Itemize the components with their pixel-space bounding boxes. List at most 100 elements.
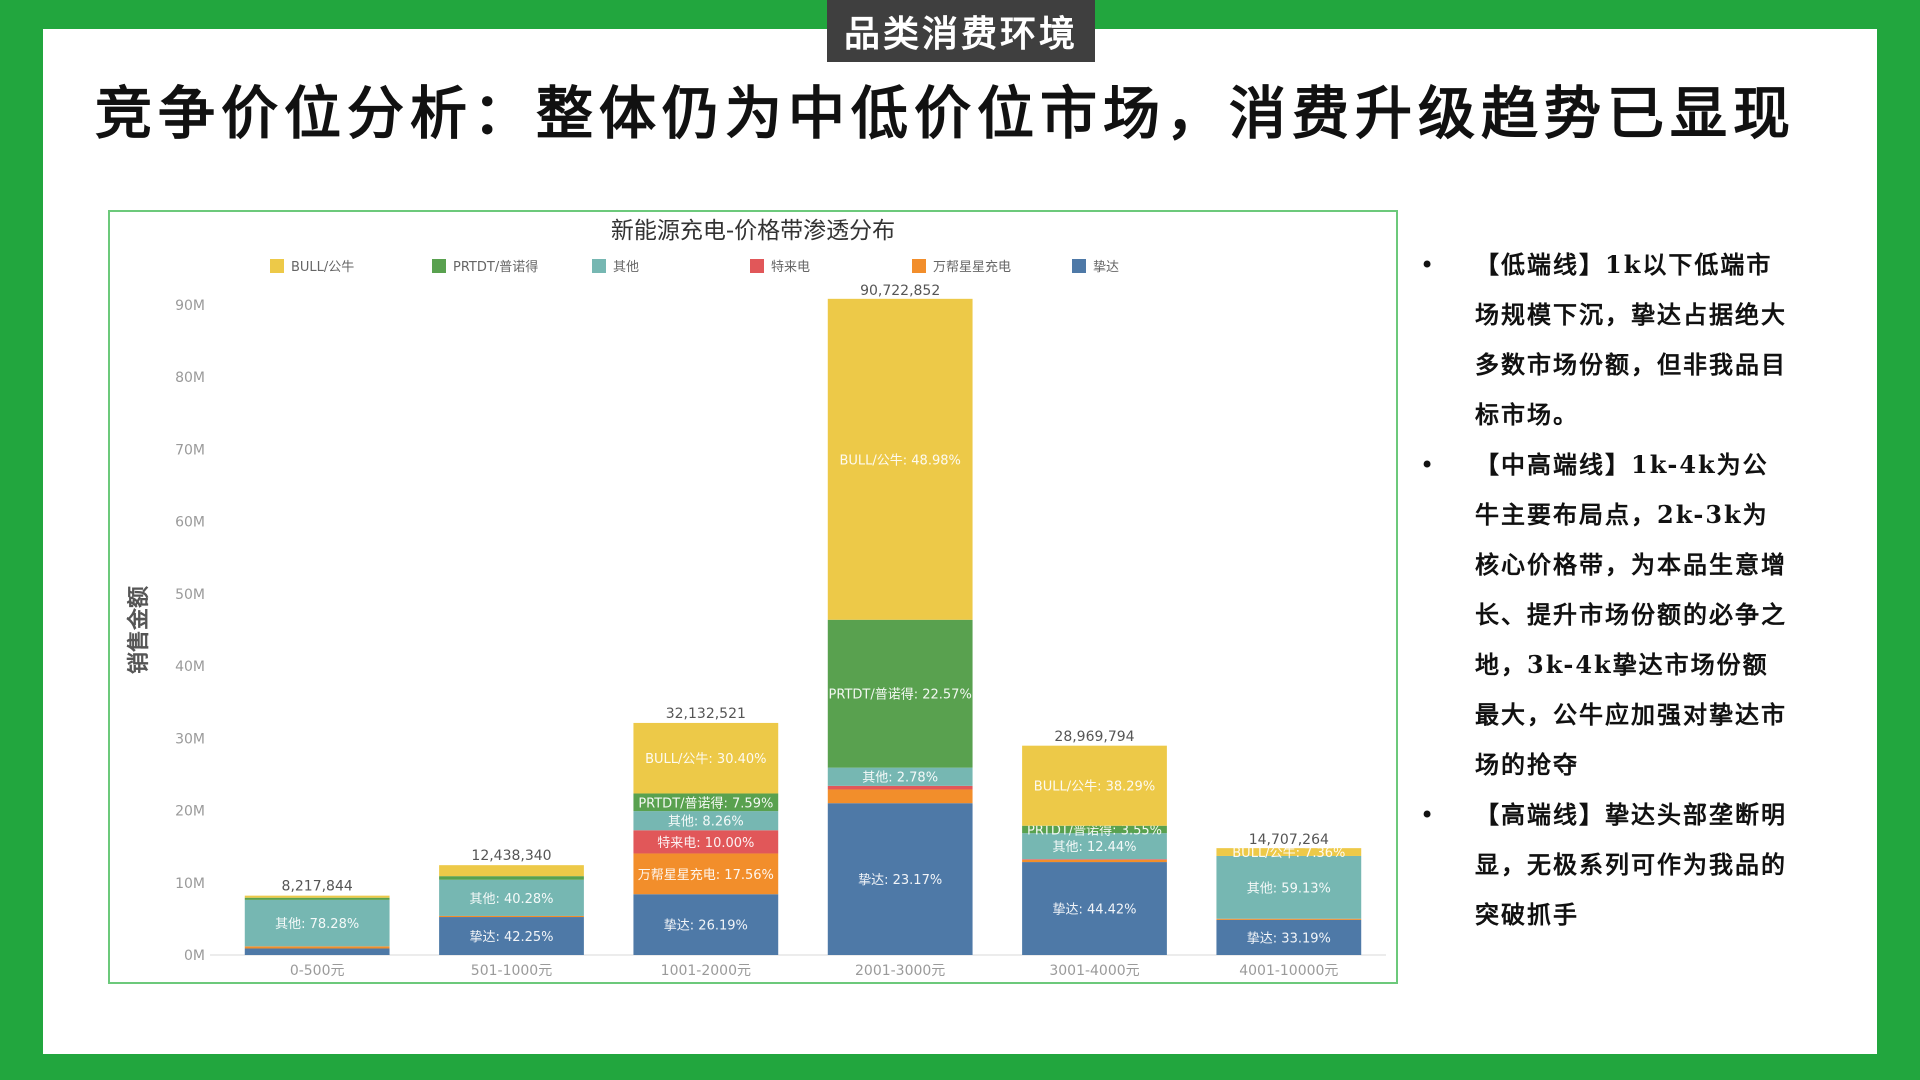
bar-segment bbox=[439, 876, 584, 880]
bar-total-label: 90,722,852 bbox=[860, 283, 940, 299]
bar-segment bbox=[827, 298, 973, 620]
y-tick-label: 60M bbox=[175, 515, 205, 531]
y-tick-label: 90M bbox=[175, 298, 205, 314]
x-tick-label: 4001-10000元 bbox=[1239, 963, 1338, 979]
page-title: 竞争价位分析：整体仍为中低价位市场，消费升级趋势已显现 bbox=[95, 80, 1796, 147]
bar-segment bbox=[1022, 825, 1167, 834]
y-tick-label: 10M bbox=[175, 876, 205, 892]
bar-total-label: 32,132,521 bbox=[666, 706, 746, 722]
segment-label: 万帮星星充电: 17.56% bbox=[638, 867, 774, 883]
bar-segment bbox=[633, 793, 779, 812]
bar-segment bbox=[1022, 859, 1167, 863]
segment-label: 挚达: 44.42% bbox=[1052, 903, 1136, 918]
y-tick-label: 80M bbox=[175, 370, 205, 386]
x-tick-label: 1001-2000元 bbox=[661, 963, 751, 979]
bullet-list: • 【低端线】1k以下低端市场规模下沉，挚达占据绝大多数市场份额，但非我品目标市… bbox=[1420, 240, 1790, 940]
y-tick-label: 30M bbox=[175, 731, 205, 747]
bar-segment bbox=[1022, 859, 1167, 860]
bar-segment bbox=[244, 895, 390, 898]
bar-segment bbox=[1022, 745, 1167, 826]
segment-label: BULL/公牛: 38.29% bbox=[1034, 780, 1155, 795]
bar-segment bbox=[633, 853, 779, 895]
x-tick-label: 3001-4000元 bbox=[1049, 963, 1139, 979]
legend-swatch bbox=[1072, 259, 1086, 273]
bullet-text: 【中高端线】1k-4k为公牛主要布局点，2k-3k为核心价格带，为本品生意增长、… bbox=[1475, 450, 1787, 779]
legend-label: 挚达 bbox=[1093, 260, 1119, 275]
y-tick-label: 20M bbox=[175, 804, 205, 820]
bar-segment bbox=[439, 915, 584, 918]
legend-label: 特来电 bbox=[771, 260, 810, 275]
bar-total-label: 8,217,844 bbox=[282, 879, 353, 895]
bar-segment bbox=[827, 785, 973, 790]
legend-label: 其他 bbox=[613, 260, 639, 275]
bar-segment bbox=[827, 789, 973, 804]
segment-label: 其他: 78.28% bbox=[275, 917, 359, 932]
legend-swatch bbox=[750, 259, 764, 273]
bar-segment bbox=[1022, 862, 1167, 955]
segment-label: 挚达: 23.17% bbox=[858, 873, 942, 888]
segment-label: 其他: 12.44% bbox=[1052, 840, 1136, 855]
segment-label: BULL/公牛: 30.40% bbox=[645, 752, 766, 767]
legend-label: 万帮星星充电 bbox=[933, 259, 1011, 275]
section-tag: 品类消费环境 bbox=[827, 0, 1095, 62]
x-tick-label: 2001-3000元 bbox=[855, 963, 945, 979]
segment-label: 挚达: 42.25% bbox=[469, 930, 553, 945]
bullet-item-mid-high-end: • 【中高端线】1k-4k为公牛主要布局点，2k-3k为核心价格带，为本品生意增… bbox=[1420, 440, 1790, 790]
bullet-marker: • bbox=[1420, 251, 1437, 279]
legend-swatch bbox=[912, 259, 926, 273]
bar-segment bbox=[633, 722, 779, 794]
bar-segment bbox=[244, 946, 390, 949]
bar-segment bbox=[633, 830, 779, 854]
bar-segment bbox=[633, 811, 779, 831]
segment-label: 其他: 40.28% bbox=[469, 892, 553, 907]
segment-label: PRTDT/普诺得: 3.55% bbox=[1027, 822, 1162, 838]
legend-swatch bbox=[432, 259, 446, 273]
bar-segment bbox=[827, 767, 973, 786]
legend-swatch bbox=[270, 259, 284, 273]
bullet-item-high-end: • 【高端线】挚达头部垄断明显，无极系列可作为我品的突破抓手 bbox=[1420, 790, 1790, 940]
bar-segment bbox=[633, 894, 779, 955]
bar-segment bbox=[1216, 919, 1362, 955]
segment-label: 特来电: 10.00% bbox=[657, 836, 754, 851]
segment-label: PRTDT/普诺得: 7.59% bbox=[638, 795, 773, 811]
x-tick-label: 0-500元 bbox=[290, 963, 345, 979]
segment-label: BULL/公牛: 7.36% bbox=[1232, 846, 1345, 861]
bullet-item-low-end: • 【低端线】1k以下低端市场规模下沉，挚达占据绝大多数市场份额，但非我品目标市… bbox=[1420, 240, 1790, 440]
bar-segment bbox=[1022, 833, 1167, 860]
y-axis-label: 销售金额 bbox=[126, 586, 152, 674]
bar-segment bbox=[244, 897, 390, 900]
legend-swatch bbox=[592, 259, 606, 273]
segment-label: PRTDT/普诺得: 22.57% bbox=[829, 687, 972, 703]
bar-total-label: 12,438,340 bbox=[471, 848, 551, 864]
bar-segment bbox=[439, 879, 584, 916]
segment-label: 挚达: 26.19% bbox=[664, 919, 748, 934]
y-tick-label: 50M bbox=[175, 587, 205, 603]
bar-segment bbox=[1216, 848, 1362, 856]
bar-segment bbox=[439, 917, 584, 955]
bar-segment bbox=[827, 803, 973, 955]
bullet-text: 【低端线】1k以下低端市场规模下沉，挚达占据绝大多数市场份额，但非我品目标市场。 bbox=[1475, 250, 1787, 429]
bar-segment bbox=[244, 948, 390, 955]
segment-label: BULL/公牛: 48.98% bbox=[839, 453, 960, 468]
bar-segment bbox=[1216, 855, 1362, 919]
segment-label: 其他: 2.78% bbox=[862, 771, 938, 786]
bullet-marker: • bbox=[1420, 451, 1437, 479]
bar-total-label: 14,707,264 bbox=[1249, 832, 1329, 848]
legend-label: PRTDT/普诺得 bbox=[453, 259, 538, 275]
y-tick-label: 40M bbox=[175, 659, 205, 675]
bullet-text: 【高端线】挚达头部垄断明显，无极系列可作为我品的突破抓手 bbox=[1475, 800, 1787, 929]
chart-title: 新能源充电-价格带渗透分布 bbox=[611, 218, 895, 244]
segment-label: 其他: 8.26% bbox=[668, 815, 744, 830]
bullet-marker: • bbox=[1420, 801, 1437, 829]
segment-label: 挚达: 33.19% bbox=[1247, 931, 1331, 946]
bar-total-label: 28,969,794 bbox=[1054, 729, 1134, 745]
segment-label: 其他: 59.13% bbox=[1247, 881, 1331, 896]
y-tick-label: 70M bbox=[175, 442, 205, 458]
bar-segment bbox=[1216, 918, 1362, 920]
bar-segment bbox=[244, 899, 390, 947]
bar-segment bbox=[827, 619, 973, 768]
legend-label: BULL/公牛 bbox=[291, 260, 354, 275]
bar-segment bbox=[439, 865, 584, 877]
x-tick-label: 501-1000元 bbox=[471, 963, 552, 979]
